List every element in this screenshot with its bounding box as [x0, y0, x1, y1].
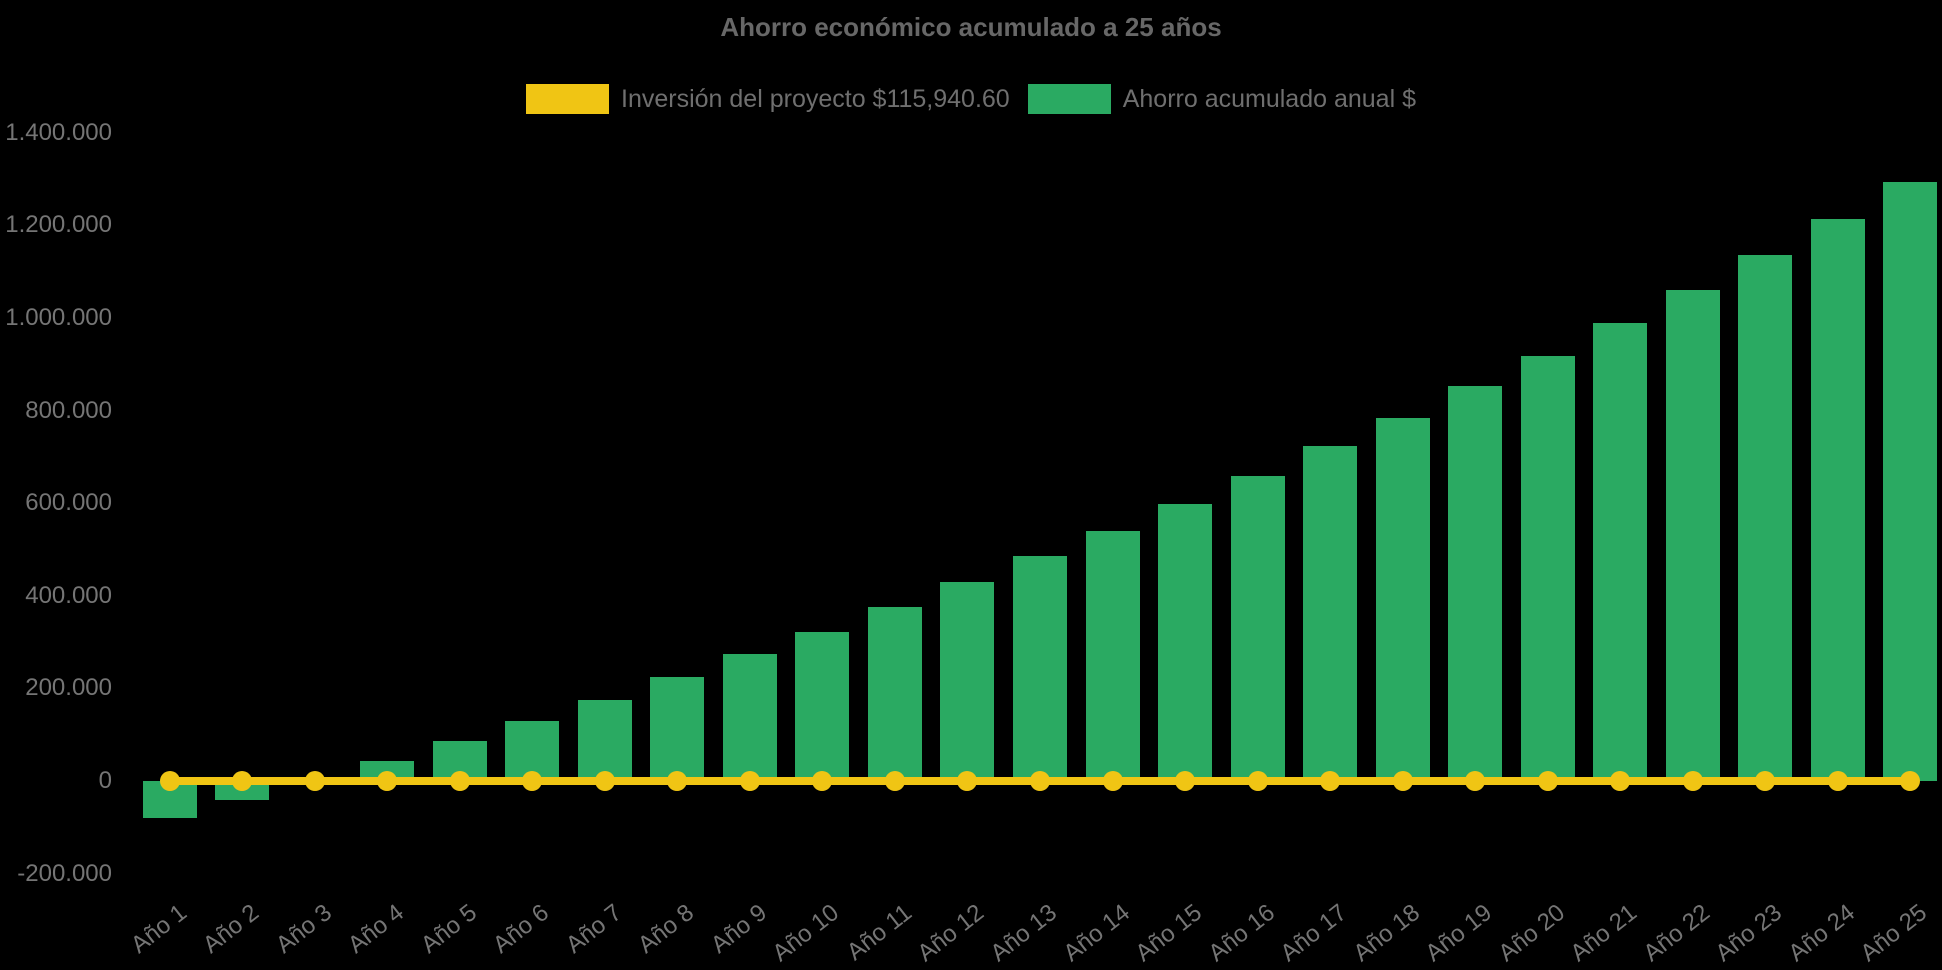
- y-tick-label: 1.200.000: [5, 211, 112, 239]
- bar-ano-6[interactable]: [505, 720, 560, 781]
- bar-ano-24[interactable]: [1810, 218, 1865, 781]
- chart-title: Ahorro económico acumulado a 25 años: [720, 12, 1222, 42]
- bar-ano-10[interactable]: [795, 631, 850, 781]
- investment-point-ano-10[interactable]: [812, 771, 833, 791]
- bar-ano-8[interactable]: [650, 677, 705, 781]
- investment-point-ano-16[interactable]: [1247, 771, 1268, 791]
- y-tick-label: 0: [98, 767, 112, 794]
- y-tick-label: 800.000: [25, 396, 112, 424]
- investment-point-ano-15[interactable]: [1175, 771, 1196, 791]
- investment-legend-label: Inversión del proyecto $115,940.60: [621, 85, 1010, 113]
- bar-ano-18[interactable]: [1375, 418, 1430, 781]
- investment-point-ano-17[interactable]: [1320, 771, 1341, 791]
- investment-point-ano-3[interactable]: [304, 771, 325, 791]
- legend: Inversión del proyecto $115,940.60 Ahorr…: [0, 84, 1942, 114]
- investment-point-ano-4[interactable]: [377, 771, 398, 791]
- bar-ano-17[interactable]: [1303, 445, 1358, 781]
- bar-ano-13[interactable]: [1012, 555, 1067, 781]
- investment-point-ano-21[interactable]: [1610, 771, 1631, 791]
- y-tick-label: -200.000: [17, 859, 112, 887]
- bar-ano-11[interactable]: [867, 607, 922, 781]
- investment-point-ano-11[interactable]: [884, 771, 905, 791]
- investment-point-ano-12[interactable]: [957, 771, 978, 791]
- investment-point-ano-2[interactable]: [232, 771, 253, 791]
- investment-point-ano-20[interactable]: [1537, 771, 1558, 791]
- bar-ano-21[interactable]: [1593, 322, 1648, 781]
- investment-point-ano-5[interactable]: [449, 771, 470, 791]
- y-tick-label: 1.400.000: [5, 118, 112, 146]
- savings-legend-label: Ahorro acumulado anual $: [1122, 85, 1416, 113]
- bar-ano-15[interactable]: [1158, 503, 1213, 781]
- bar-ano-14[interactable]: [1085, 530, 1140, 781]
- investment-point-ano-19[interactable]: [1465, 771, 1486, 791]
- investment-point-ano-6[interactable]: [522, 771, 543, 791]
- y-tick-label: 400.000: [25, 581, 112, 609]
- investment-point-ano-23[interactable]: [1755, 771, 1776, 791]
- investment-point-ano-9[interactable]: [739, 771, 760, 791]
- investment-point-ano-24[interactable]: [1827, 771, 1848, 791]
- legend-item-savings[interactable]: Ahorro acumulado anual $: [1027, 84, 1416, 114]
- bar-ano-25[interactable]: [1883, 182, 1938, 781]
- bar-ano-16[interactable]: [1230, 475, 1285, 781]
- investment-point-ano-7[interactable]: [594, 771, 615, 791]
- savings-legend-swatch-icon: [1027, 84, 1111, 114]
- investment-point-ano-1[interactable]: [159, 771, 180, 791]
- bar-ano-12[interactable]: [940, 581, 995, 781]
- y-tick-label: 600.000: [25, 489, 112, 517]
- bar-ano-20[interactable]: [1520, 355, 1575, 781]
- investment-point-ano-18[interactable]: [1392, 771, 1413, 791]
- investment-point-ano-22[interactable]: [1682, 771, 1703, 791]
- y-tick-label: 200.000: [25, 674, 112, 702]
- bar-ano-23[interactable]: [1738, 255, 1793, 781]
- bar-ano-7[interactable]: [577, 699, 632, 781]
- y-tick-label: 1.000.000: [5, 304, 112, 331]
- investment-point-ano-25[interactable]: [1900, 771, 1921, 791]
- bar-ano-19[interactable]: [1448, 386, 1503, 781]
- investment-point-ano-13[interactable]: [1029, 771, 1050, 791]
- investment-legend-swatch-icon: [526, 84, 610, 114]
- bar-ano-22[interactable]: [1665, 290, 1720, 781]
- bar-ano-9[interactable]: [722, 654, 777, 781]
- legend-item-investment[interactable]: Inversión del proyecto $115,940.60: [526, 84, 1010, 114]
- investment-point-ano-8[interactable]: [667, 771, 688, 791]
- investment-point-ano-14[interactable]: [1102, 771, 1123, 791]
